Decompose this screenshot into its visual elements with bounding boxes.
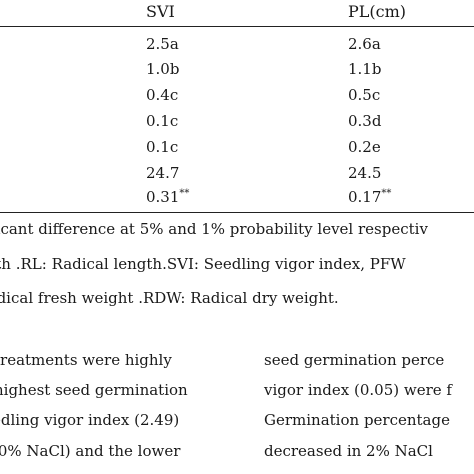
row-1-pl: 2.6a xyxy=(348,35,381,53)
right-line-1: seed germination perce xyxy=(264,351,445,369)
row-7-pl-significance: ** xyxy=(381,188,392,199)
row-2-pl: 1.1b xyxy=(348,60,382,78)
footnote-line-2: ngth .RL: Radical length.SVI: Seedling v… xyxy=(0,255,406,273)
right-line-2: vigor index (0.05) were f xyxy=(264,381,452,399)
header-rule xyxy=(0,26,474,27)
row-7-svi: 0.31** xyxy=(146,188,189,206)
right-line-4: decreased in 2% NaCl xyxy=(264,442,433,460)
right-line-3: Germination percentage xyxy=(264,411,450,429)
row-1-svi: 2.5a xyxy=(146,35,179,53)
row-7-svi-significance: ** xyxy=(179,188,190,199)
header-pl: PL(cm) xyxy=(348,2,407,21)
row-4-pl: 0.3d xyxy=(348,112,382,130)
row-7-svi-value: 0.31 xyxy=(146,188,180,206)
row-7-pl-value: 0.17 xyxy=(348,188,382,206)
left-line-1: treatments were highly xyxy=(0,351,172,369)
left-line-4: (0% NaCl) and the lower xyxy=(0,442,181,460)
header-svi: SVI xyxy=(146,2,175,21)
row-4-svi: 0.1c xyxy=(146,112,179,130)
row-6-svi: 24.7 xyxy=(146,164,180,182)
bottom-rule xyxy=(0,212,474,213)
row-7-pl: 0.17** xyxy=(348,188,391,206)
row-2-svi: 1.0b xyxy=(146,60,180,78)
footnote-line-1: nificant difference at 5% and 1% probabi… xyxy=(0,220,428,238)
row-5-pl: 0.2e xyxy=(348,138,381,156)
row-3-pl: 0.5c xyxy=(348,86,381,104)
left-line-2: highest seed germination xyxy=(0,381,188,399)
row-5-svi: 0.1c xyxy=(146,138,179,156)
left-line-3: edling vigor index (2.49) xyxy=(0,411,180,429)
footnote-line-3: Radical fresh weight .RDW: Radical dry w… xyxy=(0,289,339,307)
body-column-left: treatments were highly highest seed germ… xyxy=(0,0,235,474)
row-3-svi: 0.4c xyxy=(146,86,179,104)
row-6-pl: 24.5 xyxy=(348,164,382,182)
